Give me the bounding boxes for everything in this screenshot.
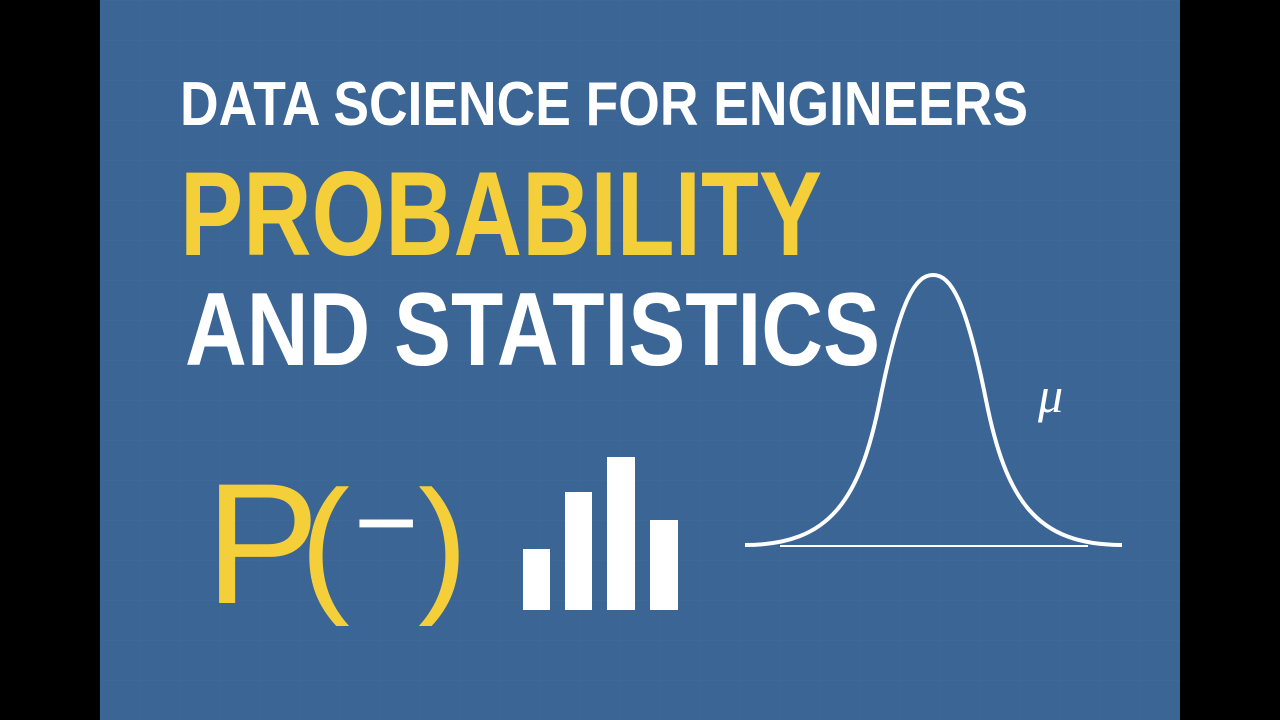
title-line: DATA SCIENCE FOR ENGINEERS (180, 70, 1028, 139)
bar-icon (523, 457, 678, 610)
formula-symbol: P (205, 448, 320, 640)
title-line: AND STATISTICS (185, 272, 880, 388)
grid-pattern (100, 0, 1180, 720)
curve-label: μ (1037, 367, 1063, 423)
bell-curve (744, 272, 1123, 547)
formula-paren: ) (418, 459, 468, 627)
formula-paren: ( (300, 459, 350, 627)
title-highlight: PROBABILITY (180, 147, 822, 281)
icon-bar (565, 492, 592, 610)
formula-dash: − (354, 461, 418, 584)
icon-bar (650, 520, 678, 610)
icon-bar (523, 549, 550, 610)
icon-bar (607, 457, 635, 610)
